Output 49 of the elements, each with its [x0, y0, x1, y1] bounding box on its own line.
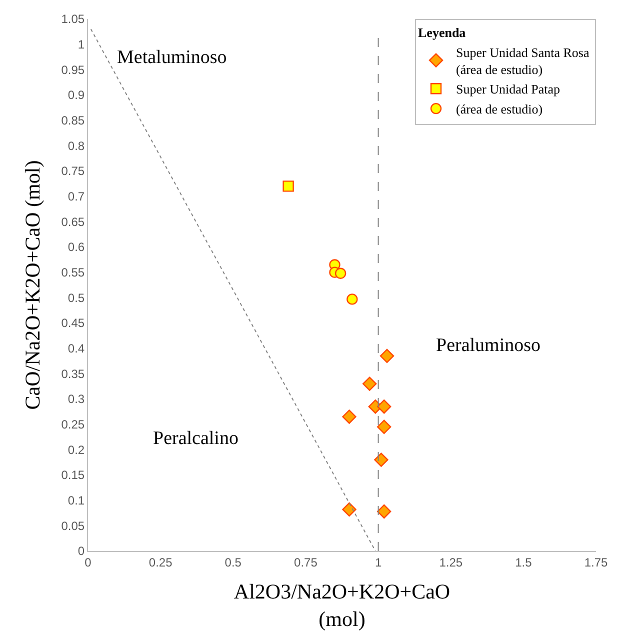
y-tick-label: 0.95: [61, 62, 85, 77]
x-tick-label: 1: [374, 555, 382, 570]
point: [376, 420, 392, 434]
y-tick-label: 0.6: [68, 240, 85, 254]
point: [334, 268, 346, 279]
y-tick-label: 0.85: [61, 114, 85, 128]
point: [376, 504, 392, 519]
y-tick-label: 0.05: [61, 518, 85, 533]
legend-label: Super Unidad Santa Rosa (área de estudio): [456, 44, 590, 77]
y-tick-label: 0.3: [68, 392, 85, 406]
y-tick-label: 0.35: [61, 366, 85, 381]
point: [282, 180, 294, 192]
y-tick-label: 1: [78, 38, 85, 52]
point: [376, 400, 392, 414]
y-tick-label: 0.25: [61, 418, 85, 432]
x-tick-label: 1.5: [515, 555, 532, 570]
legend-title: Leyenda: [418, 24, 466, 40]
y-tick-label: 1.05: [61, 12, 85, 26]
point: [342, 410, 356, 424]
y-tick-label: 0.1: [68, 494, 85, 508]
x-tick-label: 0.75: [294, 555, 318, 570]
point: [346, 294, 358, 305]
y-tick-label: 0.65: [61, 214, 85, 229]
x-tick-label: 1.75: [584, 555, 608, 570]
y-tick-label: 0.15: [61, 468, 85, 482]
x-axis-title: Al2O3/Na2O+K2O+CaO (mol): [234, 580, 450, 631]
annotation: Peraluminoso: [436, 335, 540, 356]
point: [374, 452, 388, 467]
y-tick-label: 0.9: [68, 88, 85, 102]
legend-label: (área de estudio): [456, 102, 543, 117]
x-tick-label: 1.25: [439, 555, 463, 570]
y-tick-label: 0.75: [61, 164, 85, 178]
y-tick-label: 0.2: [68, 442, 85, 457]
point: [342, 502, 356, 517]
annotation: Metaluminoso: [117, 47, 227, 68]
y-tick-label: 0.7: [68, 190, 85, 204]
y-axis-title: CaO/Na2O+K2O+CaO (mol): [20, 160, 44, 410]
point: [362, 376, 377, 391]
y-tick-label: 0.5: [68, 290, 85, 305]
y-tick-label: 0.4: [68, 342, 85, 356]
legend-label: Super Unidad Patap: [456, 82, 560, 97]
x-tick-label: 0.5: [224, 555, 242, 570]
y-tick-label: 0.8: [68, 138, 85, 153]
annotation: Peralcalino: [153, 428, 238, 449]
y-tick-label: 0: [78, 544, 85, 558]
y-tick-label: 0.45: [61, 316, 85, 330]
x-tick-label: 0.25: [148, 555, 173, 570]
point: [380, 348, 394, 364]
y-tick-label: 0.55: [61, 266, 85, 280]
